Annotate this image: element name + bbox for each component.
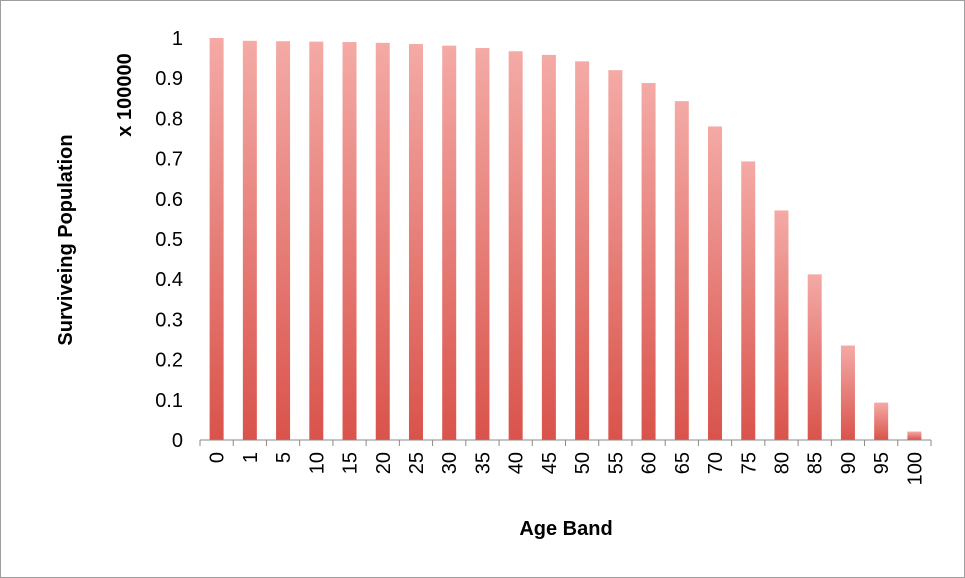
y-axis-title: Surviveing Population bbox=[55, 134, 77, 345]
bar-age-90 bbox=[840, 345, 855, 440]
bar-age-5 bbox=[276, 41, 291, 440]
x-tick-label: 30 bbox=[439, 452, 461, 474]
y-tick-label: 0.4 bbox=[155, 269, 183, 291]
y-tick-label: 0.8 bbox=[155, 108, 183, 130]
x-tick-label: 5 bbox=[273, 452, 295, 463]
x-tick-label: 60 bbox=[639, 452, 661, 474]
x-tick-label: 1 bbox=[240, 452, 262, 463]
bar-age-55 bbox=[608, 70, 623, 440]
x-tick-label: 10 bbox=[306, 452, 328, 474]
bar-age-65 bbox=[674, 101, 689, 440]
x-tick-label: 75 bbox=[738, 452, 760, 474]
bar-age-40 bbox=[508, 51, 523, 441]
bar-age-50 bbox=[575, 61, 590, 440]
x-tick-label: 25 bbox=[406, 452, 428, 474]
y-tick-label: 1 bbox=[172, 28, 183, 50]
y-tick-label: 0 bbox=[172, 430, 183, 452]
y-axis-unit-label: x 100000 bbox=[114, 53, 136, 136]
x-tick-label: 90 bbox=[838, 452, 860, 474]
x-tick-label: 80 bbox=[771, 452, 793, 474]
y-tick-label: 0.3 bbox=[155, 309, 183, 331]
x-tick-label: 50 bbox=[572, 452, 594, 474]
bar-age-60 bbox=[641, 83, 656, 441]
bar-age-75 bbox=[741, 161, 756, 440]
x-axis-ticks: 0 1 5 10 15 20 25 30 35 40 45 50 55 60 65 70 75 80 85 90 95 1… bbox=[199, 440, 932, 485]
bar-age-30 bbox=[442, 45, 457, 440]
x-tick-label: 70 bbox=[705, 452, 727, 474]
bar-age-95 bbox=[874, 402, 889, 440]
y-tick-label: 0.1 bbox=[155, 390, 183, 412]
x-tick-label: 20 bbox=[373, 452, 395, 474]
x-tick-label: 45 bbox=[539, 452, 561, 474]
bar-age-70 bbox=[708, 126, 723, 440]
bar-age-85 bbox=[807, 274, 822, 440]
bar-age-1 bbox=[242, 40, 257, 441]
y-axis-ticks: 0 0.1 0.2 0.3 0.4 0.5 0.6 0.7 0.8 0.9 1 bbox=[155, 28, 183, 452]
bar-age-35 bbox=[475, 48, 490, 441]
y-tick-label: 0.2 bbox=[155, 350, 183, 372]
y-tick-label: 0.6 bbox=[155, 189, 183, 211]
x-axis-title: Age Band bbox=[519, 518, 612, 540]
x-tick-label: 15 bbox=[340, 452, 362, 474]
x-tick-label: 35 bbox=[472, 452, 494, 474]
bars bbox=[209, 38, 922, 441]
x-tick-label: 0 bbox=[207, 452, 229, 463]
y-tick-label: 0.9 bbox=[155, 68, 183, 90]
x-tick-label: 85 bbox=[805, 452, 827, 474]
x-tick-label: 65 bbox=[672, 452, 694, 474]
x-tick-label: 95 bbox=[871, 452, 893, 474]
bar-age-25 bbox=[408, 44, 423, 440]
bar-age-100 bbox=[907, 431, 922, 440]
bar-age-20 bbox=[375, 42, 390, 440]
y-tick-label: 0.5 bbox=[155, 229, 183, 251]
x-tick-label: 40 bbox=[506, 452, 528, 474]
bar-age-0 bbox=[209, 38, 224, 440]
bar-age-45 bbox=[541, 54, 556, 440]
bar-age-10 bbox=[309, 41, 324, 440]
bar-age-15 bbox=[342, 42, 357, 441]
x-tick-label: 100 bbox=[904, 452, 926, 485]
bar-age-80 bbox=[774, 210, 789, 440]
y-tick-label: 0.7 bbox=[155, 149, 183, 171]
x-tick-label: 55 bbox=[605, 452, 627, 474]
